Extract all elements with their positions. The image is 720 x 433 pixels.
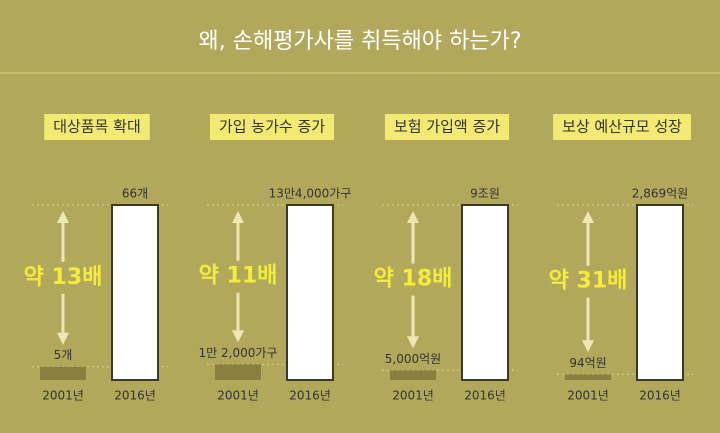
value-label: 94억원 xyxy=(569,356,606,370)
value-label: 66개 xyxy=(122,187,148,201)
annotation-bg xyxy=(198,260,278,293)
arrow-head xyxy=(232,330,244,343)
annotation: 약 31배 xyxy=(549,269,628,294)
panel-title-box xyxy=(209,114,335,140)
arrow-head xyxy=(57,332,69,345)
panel-title: 보상 예산규모 성장 xyxy=(562,118,682,136)
value-label: 2,869억원 xyxy=(632,187,688,201)
bar xyxy=(636,204,684,381)
arrow-head xyxy=(57,211,69,223)
x-tick-label: 2001년 xyxy=(217,389,259,403)
annotation-bg xyxy=(23,261,103,294)
bar xyxy=(215,364,261,380)
bar xyxy=(461,204,509,381)
value-label: 1만 2,000가구 xyxy=(199,346,278,360)
arrow-head xyxy=(407,211,419,223)
annotation: 약 18배 xyxy=(374,267,453,292)
x-tick-label: 2016년 xyxy=(289,389,331,403)
annotation-bg xyxy=(373,263,453,296)
x-tick-label: 2016년 xyxy=(464,389,506,403)
arrow-head xyxy=(407,336,419,349)
bar xyxy=(565,374,611,380)
x-tick-label: 2001년 xyxy=(567,389,609,403)
annotation-bg xyxy=(548,265,628,298)
value-label: 9조원 xyxy=(470,187,500,201)
arrow-head xyxy=(582,211,594,223)
x-tick-label: 2001년 xyxy=(392,389,434,403)
x-tick-label: 2016년 xyxy=(639,389,681,403)
x-tick-label: 2016년 xyxy=(114,389,156,403)
bar xyxy=(111,204,159,381)
annotation: 약 11배 xyxy=(199,264,278,289)
page-title: 왜, 손해평가사를 취득해야 하는가? xyxy=(198,29,521,54)
value-label: 13만4,000가구 xyxy=(269,187,352,201)
bar xyxy=(286,204,334,381)
arrow-head xyxy=(582,340,594,353)
panel-title-box xyxy=(553,114,691,140)
bar xyxy=(40,366,86,380)
panel-title-box xyxy=(44,114,150,140)
value-label: 5,000억원 xyxy=(385,352,441,366)
x-tick-label: 2001년 xyxy=(42,389,84,403)
bar xyxy=(390,370,436,380)
arrow-head xyxy=(232,211,244,223)
value-label: 5개 xyxy=(54,348,73,362)
panel-title-box xyxy=(384,114,510,140)
panel-title: 보험 가입액 증가 xyxy=(394,118,500,136)
panel-title: 대상품목 확대 xyxy=(53,118,141,136)
panel-title: 가입 농가수 증가 xyxy=(219,118,325,136)
annotation: 약 13배 xyxy=(24,265,103,290)
